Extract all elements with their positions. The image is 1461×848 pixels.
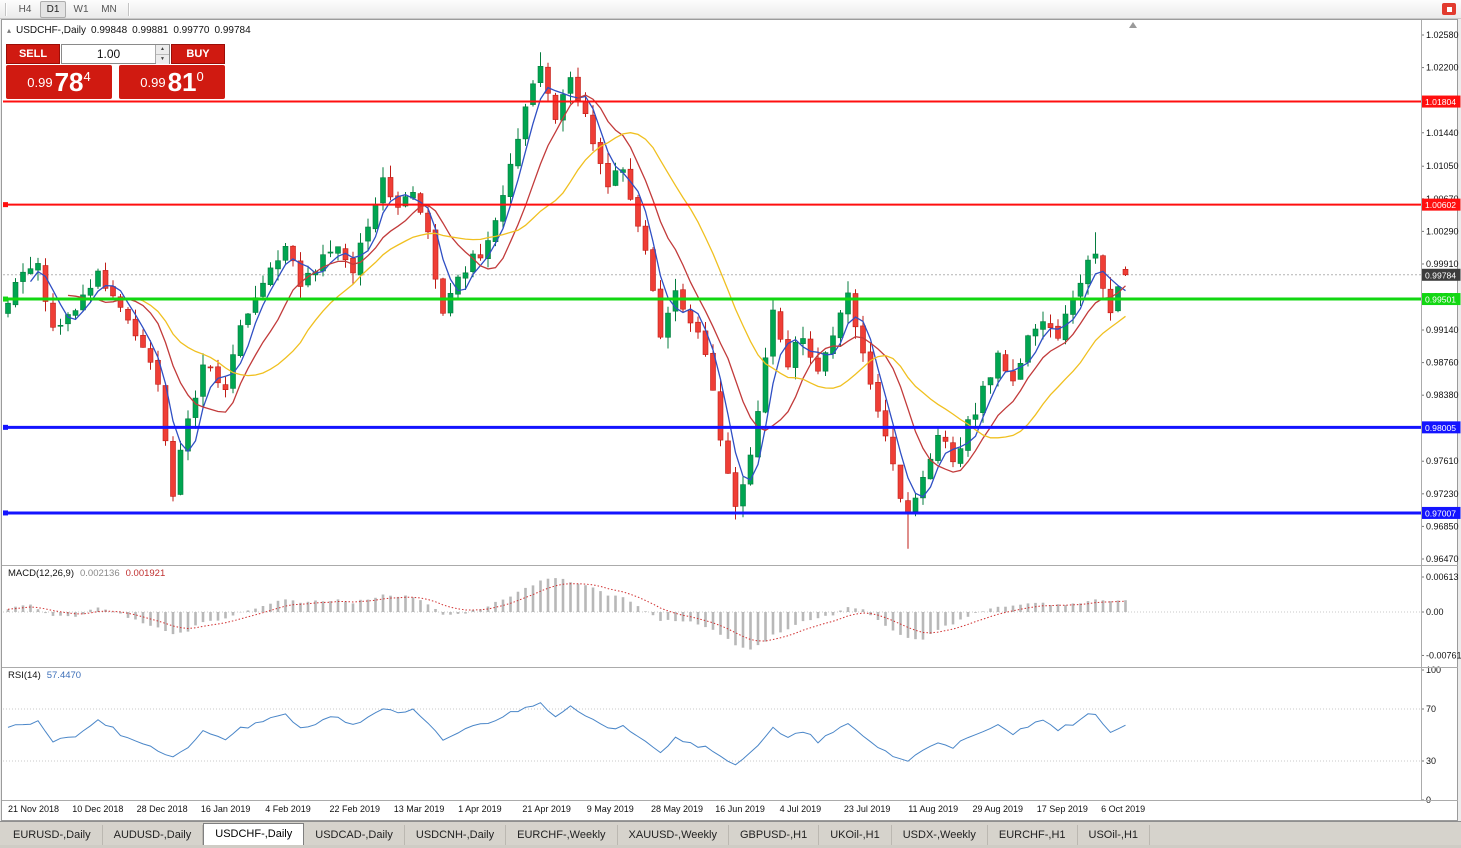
toolbar-separator bbox=[5, 2, 6, 16]
volume-input[interactable]: 1.00 ▲ ▼ bbox=[61, 44, 170, 64]
chart-tab-usoil-h1[interactable]: USOil-,H1 bbox=[1078, 825, 1151, 845]
sell-price-prefix: 0.99 bbox=[27, 74, 53, 90]
chart-tab-eurchf-weekly[interactable]: EURCHF-,Weekly bbox=[506, 825, 618, 845]
rsi-value: 57.4470 bbox=[46, 670, 82, 681]
trade-panel-price-row: 0.99 78 4 0.99 81 0 bbox=[6, 65, 225, 99]
toolbar: H4 D1 W1 MN bbox=[0, 0, 1461, 19]
buy-price-big-digits: 81 bbox=[167, 67, 197, 97]
one-click-trading-panel: SELL 1.00 ▲ ▼ BUY 0.99 78 4 0.99 81 0 bbox=[6, 44, 225, 99]
red-icon-glyph bbox=[1446, 6, 1452, 12]
collapse-triangle-icon[interactable]: ▴ bbox=[7, 26, 12, 35]
chart-tab-audusd-daily[interactable]: AUDUSD-,Daily bbox=[103, 825, 204, 845]
chart-tab-eurusd-daily[interactable]: EURUSD-,Daily bbox=[2, 825, 103, 845]
ohlc-high: 0.99881 bbox=[132, 25, 169, 36]
chart-tab-ukoil-h1[interactable]: UKOil-,H1 bbox=[819, 825, 892, 845]
timeframe-button-mn[interactable]: MN bbox=[101, 3, 117, 15]
buy-price-pip-digit: 0 bbox=[196, 69, 204, 84]
sell-button[interactable]: SELL bbox=[6, 44, 60, 64]
volume-increase-button[interactable]: ▲ bbox=[156, 45, 169, 55]
sell-price-button[interactable]: 0.99 78 4 bbox=[6, 65, 112, 99]
sell-price-pip-digit: 4 bbox=[83, 69, 91, 84]
timeframe-button-w1[interactable]: W1 bbox=[73, 3, 89, 15]
timeframe-button-d1[interactable]: D1 bbox=[40, 0, 66, 18]
chart-tab-gbpusd-h1[interactable]: GBPUSD-,H1 bbox=[729, 825, 820, 845]
rsi-title: RSI(14) bbox=[8, 670, 41, 681]
macd-title: MACD(12,26,9) bbox=[8, 568, 74, 579]
buy-button[interactable]: BUY bbox=[171, 44, 225, 64]
rsi-indicator-header: RSI(14) 57.4470 bbox=[8, 670, 81, 681]
macd-signal-value: 0.001921 bbox=[125, 568, 166, 579]
ohlc-open: 0.99848 bbox=[91, 25, 128, 36]
pane-splitter-rsi[interactable] bbox=[2, 667, 1458, 668]
volume-decrease-button[interactable]: ▼ bbox=[156, 55, 169, 64]
timeframe-button-group: H4 D1 W1 MN bbox=[11, 0, 123, 18]
macd-indicator-header: MACD(12,26,9) 0.002136 0.001921 bbox=[8, 568, 165, 579]
chart-tab-bar: EURUSD-,Daily AUDUSD-,Daily USDCHF-,Daily U… bbox=[0, 821, 1461, 845]
ohlc-low: 0.99770 bbox=[173, 25, 210, 36]
buy-price-button[interactable]: 0.99 81 0 bbox=[119, 65, 225, 99]
sell-price-big-digits: 78 bbox=[54, 67, 84, 97]
chart-tab-usdchf-daily[interactable]: USDCHF-,Daily bbox=[203, 823, 305, 845]
chart-tab-usdx-weekly[interactable]: USDX-,Weekly bbox=[892, 825, 988, 845]
chart-tab-usdcad-daily[interactable]: USDCAD-,Daily bbox=[304, 825, 405, 845]
macd-main-value: 0.002136 bbox=[80, 568, 120, 579]
chart-ohlc-readout: ▴ USDCHF-,Daily 0.99848 0.99881 0.99770 … bbox=[7, 25, 251, 36]
toolbar-separator bbox=[128, 2, 129, 16]
chart-symbol-label: USDCHF-,Daily bbox=[16, 25, 87, 36]
date-axis-separator bbox=[2, 800, 1458, 801]
volume-spinner: ▲ ▼ bbox=[155, 45, 169, 64]
pane-splitter-macd[interactable] bbox=[2, 565, 1458, 566]
chart-tab-eurchf-h1[interactable]: EURCHF-,H1 bbox=[988, 825, 1078, 845]
chart-tab-usdcnh-daily[interactable]: USDCNH-,Daily bbox=[405, 825, 507, 845]
ohlc-close: 0.99784 bbox=[214, 25, 251, 36]
window-bottom-edge bbox=[0, 845, 1461, 848]
toolbar-red-icon[interactable] bbox=[1442, 3, 1456, 15]
volume-value[interactable]: 1.00 bbox=[96, 47, 121, 61]
buy-price-prefix: 0.99 bbox=[140, 74, 166, 90]
timeframe-button-h4[interactable]: H4 bbox=[18, 3, 32, 15]
trade-panel-top-row: SELL 1.00 ▲ ▼ BUY bbox=[6, 44, 225, 64]
price-axis-separator bbox=[1421, 20, 1422, 800]
chart-window bbox=[1, 19, 1458, 821]
chart-tab-xauusd-weekly[interactable]: XAUUSD-,Weekly bbox=[618, 825, 729, 845]
